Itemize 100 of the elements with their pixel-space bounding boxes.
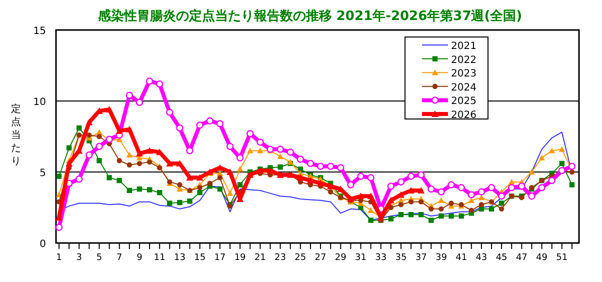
point	[438, 206, 444, 212]
point	[548, 148, 555, 154]
x-tick-label: 5	[96, 253, 102, 263]
point	[568, 162, 576, 170]
x-tick-label: 45	[496, 253, 508, 263]
title: 感染性胃腸炎の定点当たり報告数の推移 2021年-2026年第37週(全国)	[98, 9, 522, 24]
y-tick-label: 15	[33, 26, 46, 37]
point	[417, 171, 425, 178]
point	[217, 186, 223, 192]
point	[337, 164, 344, 172]
x-tick-label: 35	[395, 253, 407, 263]
point	[306, 177, 314, 184]
x-tick-label: 51	[556, 253, 568, 263]
point	[388, 216, 394, 222]
point	[237, 182, 243, 188]
point	[196, 122, 204, 129]
point	[357, 192, 364, 200]
point	[428, 206, 434, 212]
x-tick-label: 47	[516, 253, 528, 263]
point	[357, 172, 364, 180]
point	[136, 186, 142, 192]
point	[247, 148, 254, 154]
point	[558, 146, 565, 152]
legend-label: 2022	[451, 54, 476, 66]
point	[166, 160, 174, 166]
point	[236, 154, 244, 162]
point	[448, 181, 455, 188]
point	[126, 92, 134, 99]
point	[116, 178, 122, 184]
point	[126, 188, 132, 194]
point	[136, 98, 144, 106]
point	[146, 187, 152, 192]
point	[146, 147, 154, 154]
point	[498, 206, 504, 212]
x-tick-label: 23	[274, 253, 286, 263]
point	[96, 158, 102, 164]
point	[236, 166, 244, 172]
point	[86, 132, 92, 138]
point	[66, 160, 73, 166]
x-tick-label: 15	[194, 253, 206, 263]
point	[569, 182, 575, 188]
point	[207, 180, 212, 186]
point	[226, 190, 234, 196]
legend-label: 2023	[451, 68, 476, 80]
point	[56, 174, 62, 179]
point	[296, 156, 304, 163]
point	[126, 162, 132, 168]
point	[438, 213, 444, 219]
point	[408, 212, 414, 218]
point	[116, 158, 122, 164]
point	[407, 172, 415, 180]
point	[136, 160, 142, 166]
y-tick-label: 5	[40, 168, 46, 179]
point	[286, 148, 294, 156]
point	[76, 125, 82, 131]
point	[478, 194, 485, 200]
point	[96, 142, 103, 150]
point	[468, 191, 475, 198]
point	[548, 176, 556, 184]
legend-label: 2025	[451, 96, 476, 108]
y-tick-label: 10	[33, 97, 46, 108]
point	[468, 208, 474, 213]
point	[428, 218, 434, 223]
point	[387, 182, 395, 190]
x-tick-label: 41	[456, 253, 468, 263]
x-tick-label: 49	[536, 253, 548, 263]
x-tick-label: 43	[476, 253, 488, 263]
x-tick-label: 21	[254, 253, 266, 263]
point	[528, 192, 536, 200]
x-tick-label: 11	[154, 253, 166, 263]
x-tick-label: 27	[314, 253, 326, 263]
point	[296, 174, 304, 181]
point	[156, 80, 164, 88]
x-tick-label: 33	[375, 253, 387, 263]
x-tick-label: 29	[334, 253, 347, 263]
point	[256, 138, 264, 146]
legend-label: 2021	[451, 41, 476, 52]
point	[216, 120, 224, 128]
point	[367, 192, 374, 200]
point	[86, 118, 93, 126]
x-tick-label: 1	[56, 253, 62, 263]
point	[167, 200, 172, 206]
x-tick-label: 9	[136, 253, 143, 263]
point	[277, 153, 284, 159]
point	[538, 184, 546, 192]
legend-label: 2024	[451, 82, 476, 94]
point	[197, 190, 202, 196]
point	[76, 176, 83, 183]
point	[418, 212, 424, 218]
point	[86, 151, 93, 159]
point	[488, 206, 494, 212]
point	[508, 184, 516, 192]
point	[146, 78, 154, 85]
point	[397, 178, 405, 186]
point	[428, 185, 435, 193]
point	[368, 207, 374, 213]
point	[448, 200, 454, 206]
point	[458, 213, 464, 219]
point	[177, 200, 182, 206]
point	[478, 202, 484, 208]
